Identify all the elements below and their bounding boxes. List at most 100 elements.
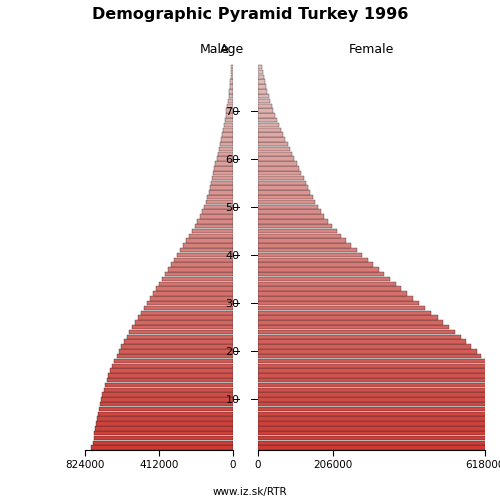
Bar [258, 392, 500, 397]
Bar [229, 89, 232, 94]
Bar [231, 65, 232, 70]
Bar [258, 152, 292, 156]
Bar [258, 310, 432, 315]
Bar [190, 234, 232, 238]
Bar [258, 320, 444, 324]
Bar [110, 368, 232, 373]
Bar [258, 176, 304, 180]
Bar [96, 422, 232, 426]
Bar [258, 330, 455, 334]
Bar [112, 364, 232, 368]
Bar [258, 325, 450, 330]
Bar [150, 296, 232, 300]
Bar [224, 123, 232, 127]
Bar [132, 325, 232, 330]
Bar [258, 422, 500, 426]
Bar [94, 436, 232, 440]
Bar [258, 94, 269, 98]
Bar [258, 128, 281, 132]
Bar [212, 176, 233, 180]
Bar [101, 397, 232, 402]
Bar [258, 258, 368, 262]
Bar [258, 234, 342, 238]
Text: Age: Age [220, 43, 244, 56]
Bar [210, 186, 233, 190]
Bar [258, 334, 460, 339]
Bar [92, 440, 232, 445]
Bar [258, 238, 346, 243]
Bar [258, 358, 486, 363]
Bar [258, 436, 500, 440]
Bar [225, 118, 232, 122]
Bar [227, 104, 232, 108]
Bar [258, 397, 500, 402]
Bar [218, 147, 232, 152]
Bar [214, 166, 232, 170]
Bar [141, 310, 233, 315]
Bar [258, 123, 279, 127]
Bar [258, 156, 294, 161]
Bar [258, 253, 362, 257]
Bar [258, 267, 378, 272]
Text: Male: Male [200, 43, 230, 56]
Bar [147, 301, 232, 306]
Bar [258, 166, 299, 170]
Bar [184, 243, 232, 248]
Bar [258, 316, 438, 320]
Bar [204, 204, 233, 209]
Bar [258, 89, 268, 94]
Bar [216, 156, 232, 161]
Bar [202, 210, 232, 214]
Bar [94, 431, 232, 436]
Bar [230, 74, 232, 79]
Bar [258, 74, 264, 79]
Bar [214, 171, 233, 175]
Bar [114, 358, 232, 363]
Bar [208, 190, 233, 194]
Bar [165, 272, 232, 276]
Bar [258, 354, 482, 358]
Bar [98, 407, 232, 412]
Bar [258, 388, 500, 392]
Bar [258, 118, 277, 122]
Bar [223, 128, 232, 132]
Bar [98, 412, 232, 416]
Bar [258, 65, 262, 70]
Text: Demographic Pyramid Turkey 1996: Demographic Pyramid Turkey 1996 [92, 8, 408, 22]
Bar [230, 84, 232, 88]
Bar [95, 426, 232, 430]
Bar [258, 412, 500, 416]
Bar [156, 286, 232, 291]
Bar [258, 431, 500, 436]
Bar [258, 378, 500, 382]
Bar [258, 277, 390, 281]
Bar [206, 200, 233, 204]
Bar [258, 416, 500, 421]
Bar [102, 392, 232, 397]
Bar [258, 282, 396, 286]
Bar [258, 248, 356, 252]
Bar [221, 137, 232, 141]
Bar [180, 248, 233, 252]
Bar [228, 98, 232, 103]
Bar [258, 171, 302, 175]
Bar [258, 147, 290, 152]
Bar [124, 340, 232, 344]
Bar [258, 340, 466, 344]
Bar [258, 190, 310, 194]
Bar [116, 354, 232, 358]
Bar [258, 162, 297, 166]
Bar [153, 292, 232, 296]
Bar [135, 320, 232, 324]
Bar [258, 272, 384, 276]
Bar [138, 316, 232, 320]
Bar [195, 224, 232, 228]
Bar [186, 238, 232, 243]
Bar [218, 152, 232, 156]
Bar [258, 368, 495, 373]
Bar [258, 186, 308, 190]
Bar [258, 301, 419, 306]
Bar [258, 306, 426, 310]
Bar [258, 113, 275, 117]
Bar [258, 142, 288, 146]
